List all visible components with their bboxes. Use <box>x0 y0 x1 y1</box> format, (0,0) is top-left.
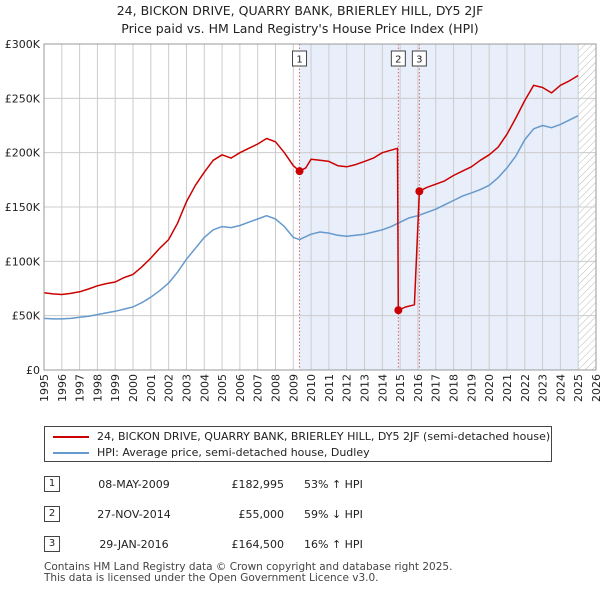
x-tick-label: 2025 <box>572 374 585 402</box>
marker-badge <box>390 50 406 67</box>
hpi-line <box>44 115 579 320</box>
x-tick-label: 2006 <box>234 374 247 402</box>
x-tick-label: 2017 <box>430 374 443 402</box>
transaction-date: 08-MAY-2009 <box>98 478 170 491</box>
x-tick-label: 2026 <box>590 374 600 402</box>
title-line-2: Price paid vs. HM Land Registry's House … <box>121 21 479 36</box>
x-tick-label: 2021 <box>501 374 514 402</box>
marker-label: 3 <box>416 55 422 66</box>
property-price-line <box>44 74 579 311</box>
legend-swatch-property <box>53 436 89 438</box>
transaction-price: £55,000 <box>238 508 285 521</box>
marker-badge <box>292 50 308 67</box>
x-tick-label: 1998 <box>91 374 104 402</box>
x-tick-label: 2014 <box>376 374 389 402</box>
x-tick-label: 2010 <box>305 374 318 402</box>
x-tick-label: 2012 <box>341 374 354 402</box>
y-tick-label: £50K <box>12 310 41 323</box>
x-tick-label: 2003 <box>180 374 193 402</box>
x-tick-label: 2023 <box>537 374 550 402</box>
y-tick-label: £100K <box>5 255 41 268</box>
transaction-hpi: 59% ↓ HPI <box>304 508 363 521</box>
plot-frame <box>43 43 597 371</box>
marker-label: 2 <box>395 55 401 66</box>
legend-label-property: 24, BICKON DRIVE, QUARRY BANK, BRIERLEY … <box>97 430 551 443</box>
x-tick-label: 2019 <box>465 374 478 402</box>
x-tick-label: 2000 <box>127 374 140 402</box>
x-tick-label: 1997 <box>74 374 87 402</box>
x-tick-label: 2022 <box>519 374 532 402</box>
transaction-badge: 2 <box>44 506 60 522</box>
x-tick-label: 2001 <box>145 374 158 402</box>
transaction-date: 29-JAN-2016 <box>99 538 169 551</box>
y-tick-label: £200K <box>5 147 41 160</box>
x-tick-label: 1995 <box>38 374 51 402</box>
transaction-hpi: 16% ↑ HPI <box>304 538 363 551</box>
legend-label-hpi: HPI: Average price, semi-detached house,… <box>97 446 370 459</box>
x-tick-label: 2013 <box>359 374 372 402</box>
marker-badge <box>411 50 427 67</box>
x-tick-label: 2020 <box>483 374 496 402</box>
x-tick-label: 2004 <box>198 374 211 402</box>
legend-item-property: 24, BICKON DRIVE, QUARRY BANK, BRIERLEY … <box>53 429 550 445</box>
sale-point <box>415 187 424 196</box>
transaction-hpi: 53% ↑ HPI <box>304 478 363 491</box>
transaction-badge: 3 <box>44 536 60 552</box>
x-tick-label: 2008 <box>269 374 282 402</box>
legend-item-hpi: HPI: Average price, semi-detached house,… <box>53 445 370 461</box>
x-tick-label: 2002 <box>163 374 176 402</box>
y-tick-label: £0 <box>26 364 40 377</box>
transaction-badge: 1 <box>44 476 60 492</box>
y-tick-label: £300K <box>5 38 41 51</box>
price-chart: 1 2 3 £0 £50K £100K £150K £200K £250K £300K 1995 1… <box>5 38 600 402</box>
marker-label: 1 <box>296 55 302 66</box>
legend: 24, BICKON DRIVE, QUARRY BANK, BRIERLEY … <box>44 426 552 462</box>
footer-line-1: Contains HM Land Registry data © Crown c… <box>44 561 453 573</box>
x-tick-label: 2009 <box>287 374 300 402</box>
title-line-1: 24, BICKON DRIVE, QUARRY BANK, BRIERLEY … <box>116 3 484 18</box>
x-tick-label: 2024 <box>554 374 567 402</box>
legend-swatch-hpi <box>53 452 89 454</box>
chart-title: 24, BICKON DRIVE, QUARRY BANK, BRIERLEY … <box>0 2 600 38</box>
x-tick-label: 1999 <box>109 374 122 402</box>
transaction-date: 27-NOV-2014 <box>97 508 171 521</box>
x-tick-label: 2005 <box>216 374 229 402</box>
table-row: 2 27-NOV-2014 £55,000 59% ↓ HPI <box>44 506 564 524</box>
y-tick-label: £150K <box>5 201 41 214</box>
x-tick-label: 2011 <box>323 374 336 402</box>
x-tick-label: 2007 <box>252 374 265 402</box>
x-tick-label: 1996 <box>56 374 69 402</box>
x-tick-label: 2016 <box>412 374 425 402</box>
transaction-price: £164,500 <box>231 538 285 551</box>
x-tick-label: 2015 <box>394 374 407 402</box>
footer-line-2: This data is licensed under the Open Gov… <box>44 572 379 584</box>
x-tick-label: 2018 <box>448 374 461 402</box>
sale-point <box>394 306 403 315</box>
footer: Contains HM Land Registry data © Crown c… <box>44 562 452 584</box>
y-tick-label: £250K <box>5 92 41 105</box>
transaction-price: £182,995 <box>231 478 285 491</box>
table-row: 3 29-JAN-2016 £164,500 16% ↑ HPI <box>44 536 564 554</box>
sale-point <box>295 167 304 176</box>
table-row: 1 08-MAY-2009 £182,995 53% ↑ HPI <box>44 476 564 494</box>
